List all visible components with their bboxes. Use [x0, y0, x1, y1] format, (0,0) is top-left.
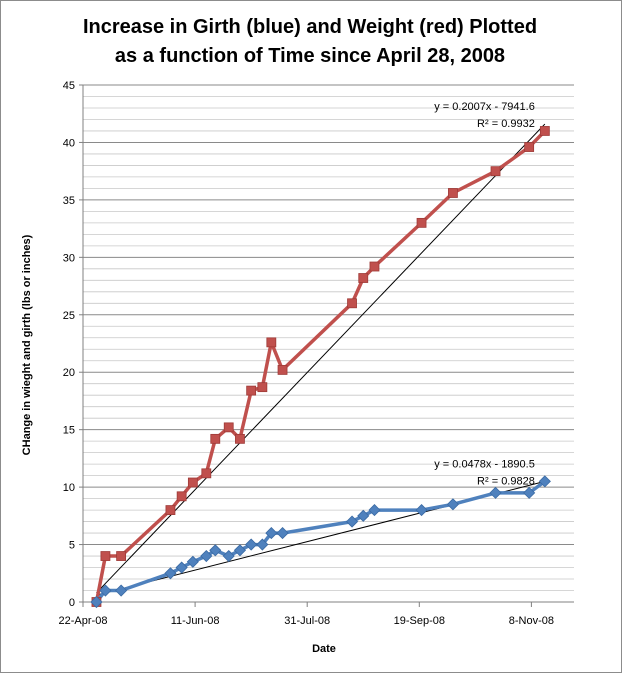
data-point — [201, 468, 212, 479]
x-tick-label: 31-Jul-08 — [284, 615, 330, 627]
series-line — [94, 129, 547, 603]
axes — [79, 84, 574, 607]
data-point — [446, 498, 459, 511]
data-point — [256, 538, 269, 551]
trendline — [96, 123, 546, 594]
y-tick-label: 20 — [63, 367, 75, 379]
data-point — [100, 551, 111, 561]
data-point — [489, 486, 502, 499]
chart-title-line-2: as a function of Time since April 28, 20… — [115, 45, 505, 67]
y-tick-label: 5 — [69, 540, 75, 552]
chart-title-line-1: Increase in Girth (blue) and Weight (red… — [83, 16, 537, 38]
x-tick-label: 8-Nov-08 — [509, 615, 554, 627]
data-point — [233, 544, 247, 557]
data-point — [223, 422, 234, 433]
data-point — [490, 166, 501, 177]
data-point — [200, 549, 213, 563]
data-point — [345, 515, 359, 528]
data-point — [186, 555, 199, 568]
x-tick-label: 19-Sep-08 — [394, 615, 445, 627]
data-point — [235, 433, 245, 444]
data-point — [210, 433, 221, 444]
y-tick-label: 45 — [63, 80, 75, 92]
data-point — [116, 551, 127, 561]
series-line — [95, 479, 546, 604]
y-axis-title: CHange in wieght and girth (lbs or inche… — [21, 234, 33, 455]
data-point — [115, 584, 128, 597]
data-point — [164, 567, 177, 580]
data-point — [246, 385, 257, 396]
data-point — [187, 477, 198, 488]
y-tick-label: 10 — [63, 482, 75, 494]
data-point — [99, 584, 112, 597]
trendlines — [96, 123, 546, 596]
gridlines — [83, 84, 574, 591]
data-point — [448, 188, 458, 198]
tick-labels: 0 5 10 15 20 25 30 35 40 45 22-Apr-08 11-Jun-08 31-J… — [59, 80, 554, 627]
x-tick-label: 22-Apr-08 — [59, 615, 108, 627]
data-point — [416, 217, 427, 228]
y-tick-label: 0 — [69, 597, 75, 609]
data-point — [266, 337, 277, 348]
data-point — [277, 365, 288, 375]
data-point — [539, 126, 550, 136]
data-point — [538, 475, 551, 488]
data-point — [165, 505, 176, 515]
y-tick-label: 35 — [63, 195, 75, 207]
data-point — [358, 273, 369, 283]
trendline-r-squared: R² = 0.9828 — [477, 475, 535, 487]
y-tick-label: 15 — [63, 425, 75, 437]
data-point — [347, 298, 357, 309]
data-point — [524, 142, 535, 152]
data-point — [175, 561, 188, 574]
trendline-equation: y = 0.2007x - 7941.6 — [434, 101, 535, 113]
data-point — [368, 504, 381, 517]
trendline-equation: y = 0.0478x - 1890.5 — [434, 458, 535, 470]
data-point — [209, 544, 222, 557]
data-point — [222, 549, 235, 563]
y-tick-label: 25 — [63, 310, 75, 322]
data-point — [369, 261, 380, 272]
y-tick-label: 30 — [63, 252, 75, 264]
data-point — [357, 509, 370, 522]
data-point — [245, 538, 258, 551]
x-axis-title: Date — [312, 643, 336, 655]
data-point — [257, 382, 268, 393]
data-point — [90, 595, 103, 609]
data-point — [176, 491, 187, 502]
series-lines — [94, 129, 547, 604]
data-point — [265, 527, 278, 540]
data-point — [523, 486, 536, 499]
trendline-r-squared: R² = 0.9932 — [477, 118, 535, 130]
y-tick-label: 40 — [63, 137, 75, 149]
data-point — [415, 504, 428, 517]
series-markers — [90, 126, 551, 609]
x-tick-label: 11-Jun-08 — [171, 615, 220, 627]
data-point — [276, 527, 289, 540]
